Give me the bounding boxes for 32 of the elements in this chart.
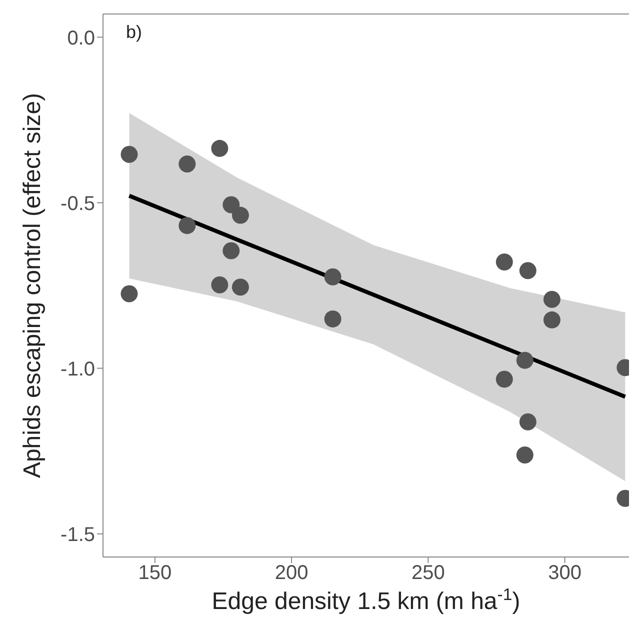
point	[516, 352, 534, 369]
x-tick-label: 200	[274, 562, 308, 584]
point	[222, 242, 240, 260]
point	[232, 278, 249, 296]
point	[543, 290, 560, 308]
y-axis-title: Aphids escaping control (effect size)	[19, 92, 46, 478]
y-tick-label: -1.5	[60, 524, 95, 546]
x-axis-title: Edge density 1.5 km (m ha$^{-1}$)	[212, 584, 520, 615]
x-tick-label: 300	[548, 562, 582, 584]
y-tick-label: -0.5	[60, 192, 95, 215]
point	[211, 276, 228, 294]
point	[222, 196, 240, 214]
point	[120, 285, 138, 302]
point	[324, 310, 342, 328]
point	[516, 446, 534, 464]
x-tick-label: 150	[138, 562, 172, 584]
point	[211, 140, 228, 157]
annotation: b)	[126, 22, 142, 43]
y-tick-label: 0.0	[67, 27, 95, 50]
point	[324, 268, 342, 286]
y-tick-label: -1.0	[60, 358, 95, 380]
x-tick-label: 250	[411, 562, 445, 584]
point	[543, 311, 560, 328]
line-series	[127, 194, 628, 399]
point	[496, 253, 513, 270]
point	[232, 206, 249, 224]
point	[519, 413, 536, 430]
point	[178, 217, 196, 234]
point	[519, 262, 536, 280]
point	[120, 146, 138, 163]
point	[178, 155, 196, 172]
point	[496, 370, 513, 388]
